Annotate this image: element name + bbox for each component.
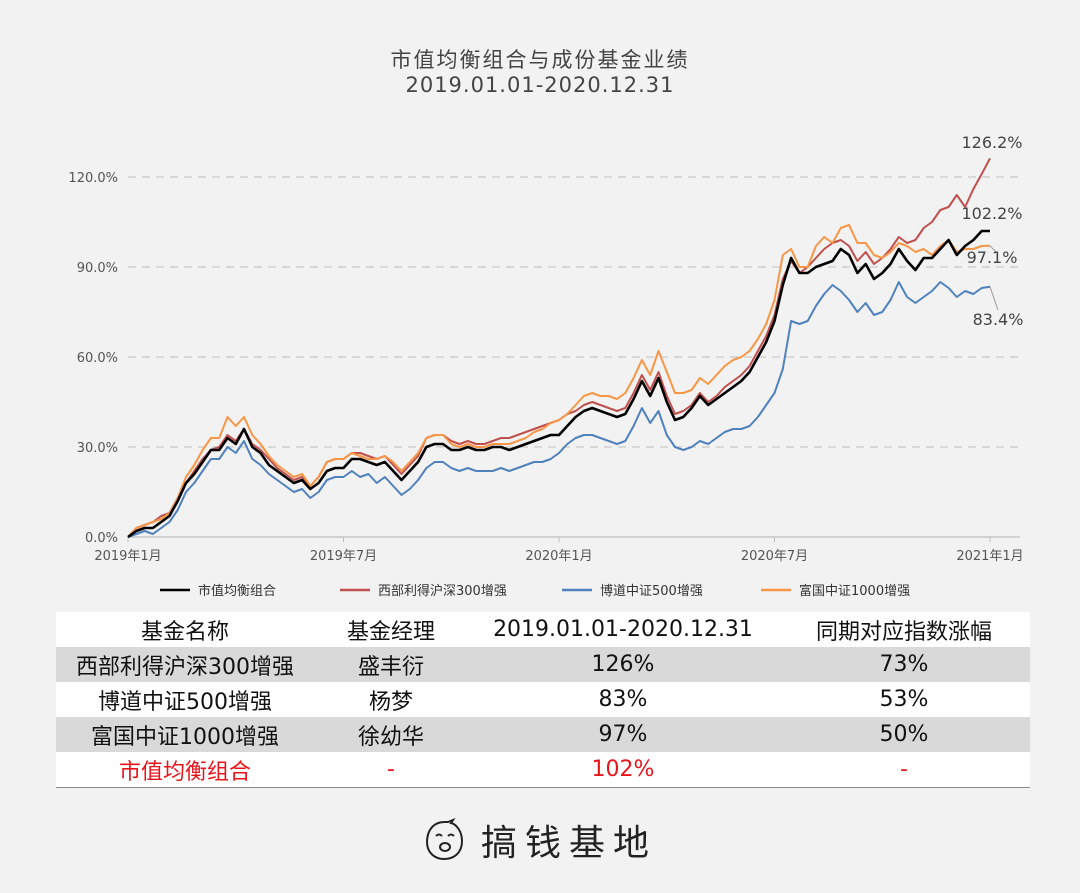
table-row-portfolio: 市值均衡组合 - 102% -: [56, 752, 1030, 788]
return-cell: 126%: [468, 647, 778, 682]
end-value-label: 83.4%: [973, 310, 1024, 329]
header-manager: 基金经理: [314, 612, 468, 647]
table-header-row: 基金名称 基金经理 2019.01.01-2020.12.31 同期对应指数涨幅: [56, 612, 1030, 647]
brand-name: 搞钱基地: [480, 823, 657, 864]
series-line: [127, 229, 990, 539]
y-tick-label: 0.0%: [85, 531, 118, 546]
y-tick-label: 30.0%: [77, 441, 118, 456]
y-tick-label: 120.0%: [68, 171, 118, 186]
header-index-return: 同期对应指数涨幅: [778, 612, 1030, 647]
x-tick-label: 2020年7月: [741, 549, 808, 564]
line-chart: 0.0% 30.0% 60.0% 90.0% 120.0% 2019年1月 2019年7月 2…: [68, 133, 1024, 599]
fund-table: 基金名称 基金经理 2019.01.01-2020.12.31 同期对应指数涨幅…: [56, 612, 1030, 788]
manager-cell: -: [314, 752, 468, 788]
table-row: 富国中证1000增强 徐幼华 97% 50%: [56, 717, 1030, 752]
return-cell: 83%: [468, 682, 778, 717]
table-row: 博道中证500增强 杨梦 83% 53%: [56, 682, 1030, 717]
index-return-cell: -: [778, 752, 1030, 788]
return-cell: 102%: [468, 752, 778, 788]
fund-name-cell: 富国中证1000增强: [56, 717, 314, 752]
legend-label: 西部利得沪深300增强: [378, 583, 507, 599]
x-tick-label: 2019年7月: [310, 549, 377, 564]
index-return-cell: 50%: [778, 717, 1030, 752]
end-value-label: 97.1%: [967, 248, 1018, 267]
header-fund-name: 基金名称: [56, 612, 314, 647]
label-leader: [989, 245, 997, 253]
series-line: [127, 157, 991, 538]
legend-label: 市值均衡组合: [198, 583, 276, 599]
x-tick-label: 2019年1月: [94, 549, 161, 564]
chart-subtitle: 2019.01.01-2020.12.31: [405, 73, 675, 97]
series-line: [127, 281, 991, 538]
label-leader: [989, 286, 999, 311]
index-return-cell: 53%: [778, 682, 1030, 717]
end-value-label: 126.2%: [961, 133, 1022, 152]
brand-logo: 搞钱基地: [0, 812, 1080, 868]
y-tick-label: 60.0%: [77, 351, 118, 366]
face-logo-icon: [425, 818, 463, 861]
fund-name-cell: 西部利得沪深300增强: [56, 647, 314, 682]
end-value-label: 102.2%: [961, 204, 1022, 223]
manager-cell: 徐幼华: [314, 717, 468, 752]
y-tick-label: 90.0%: [77, 261, 118, 276]
x-tick-label: 2020年1月: [525, 549, 592, 564]
header-period-return: 2019.01.01-2020.12.31: [468, 612, 778, 647]
return-cell: 97%: [468, 717, 778, 752]
manager-cell: 杨梦: [314, 682, 468, 717]
manager-cell: 盛丰衍: [314, 647, 468, 682]
table-row: 西部利得沪深300增强 盛丰衍 126% 73%: [56, 647, 1030, 682]
index-return-cell: 73%: [778, 647, 1030, 682]
chart-title: 市值均衡组合与成份基金业绩: [390, 48, 690, 72]
fund-name-cell: 市值均衡组合: [56, 752, 314, 788]
x-tick-label: 2021年1月: [956, 549, 1023, 564]
series-line: [127, 224, 991, 538]
fund-name-cell: 博道中证500增强: [56, 682, 314, 717]
legend-label: 富国中证1000增强: [799, 583, 910, 599]
legend-label: 博道中证500增强: [600, 584, 703, 599]
